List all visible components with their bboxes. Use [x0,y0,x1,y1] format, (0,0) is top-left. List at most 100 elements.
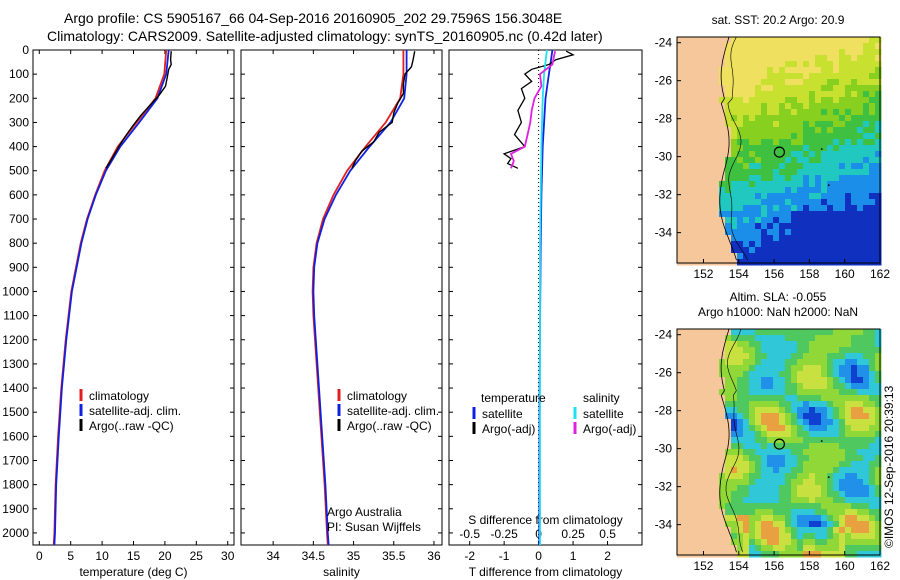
map-cell [863,223,870,230]
map-cell [809,49,816,56]
map-cell [851,335,858,342]
map-cell [863,359,870,366]
map-cell [863,151,870,158]
map-cell [851,121,858,128]
map-cell [839,443,846,450]
map-cell [731,377,738,384]
map-cell [731,539,738,546]
map-cell [863,401,870,408]
map-cell [815,61,822,68]
sla_map-ytick-label: -28 [655,404,673,418]
map-cell [707,389,714,396]
map-cell [695,61,702,68]
map-cell [863,443,870,450]
map-cell [821,91,828,98]
map-cell [713,253,720,260]
map-cell [875,395,882,402]
map-cell [695,425,702,432]
map-cell [827,515,834,522]
map-cell [713,491,720,498]
map-cell [815,419,822,426]
map-cell [869,181,876,188]
map-cell [845,503,852,510]
map-cell [677,187,684,194]
map-cell [755,443,762,450]
map-cell [737,527,744,534]
map-cell [677,347,684,354]
map-cell [773,527,780,534]
map-cell [737,395,744,402]
map-cell [821,377,828,384]
map-cell [839,211,846,218]
map-cell [797,545,804,552]
map-cell [725,115,732,122]
map-cell [845,91,852,98]
map-cell [833,235,840,242]
map-cell [725,551,732,558]
map-cell [833,485,840,492]
map-cell [791,205,798,212]
map-cell [809,241,816,248]
map-cell [767,455,774,462]
map-cell [791,247,798,254]
map-cell [803,235,810,242]
map-cell [809,115,816,122]
map-cell [755,365,762,372]
map-cell [701,413,708,420]
map-cell [845,419,852,426]
map-cell [773,259,780,266]
map-cell [725,437,732,444]
map-cell [695,539,702,546]
map-cell [851,199,858,206]
map-cell [827,383,834,390]
map-cell [713,545,720,552]
map-cell [857,371,864,378]
map-cell [755,485,762,492]
map-cell [695,341,702,348]
salinity-diff-tick-label: 0.5 [599,527,616,541]
map-cell [791,473,798,480]
map-cell [851,401,858,408]
map-cell [791,449,798,456]
map-cell [719,229,726,236]
map-cell [719,527,726,534]
map-cell [731,217,738,224]
map-cell [839,43,846,50]
map-cell [701,431,708,438]
map-cell [743,169,750,176]
difference-series-s-argo [509,51,556,169]
map-cell [833,61,840,68]
map-cell [773,383,780,390]
map-cell [869,139,876,146]
map-cell [839,389,846,396]
map-cell [833,527,840,534]
map-cell [785,443,792,450]
map-cell [809,335,816,342]
map-cell [869,407,876,414]
map-cell [803,151,810,158]
map-cell [773,91,780,98]
map-cell [701,359,708,366]
map-cell [731,109,738,116]
map-cell [767,79,774,86]
map-cell [689,175,696,182]
map-cell [827,479,834,486]
map-cell [779,395,786,402]
map-cell [683,217,690,224]
map-cell [725,97,732,104]
map-cell [761,223,768,230]
map-cell [755,133,762,140]
map-cell [755,253,762,260]
map-cell [857,509,864,516]
map-cell [821,347,828,354]
map-cell [863,509,870,516]
map-cell [743,485,750,492]
map-cell [809,461,816,468]
salinity-legend-label: Argo(..raw -QC) [347,419,432,433]
map-cell [869,67,876,74]
map-cell [833,217,840,224]
map-cell [701,329,708,336]
map-cell [701,241,708,248]
map-cell [851,187,858,194]
map-cell [707,115,714,122]
